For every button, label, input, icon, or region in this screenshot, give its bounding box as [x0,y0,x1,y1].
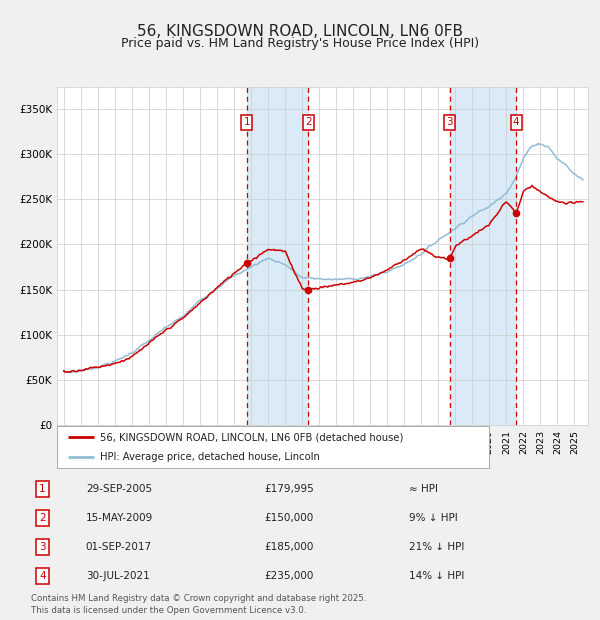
Text: 30-JUL-2021: 30-JUL-2021 [86,571,149,581]
Text: 15-MAY-2009: 15-MAY-2009 [86,513,153,523]
Text: £179,995: £179,995 [265,484,314,494]
Text: 1: 1 [39,484,46,494]
Text: 3: 3 [39,542,46,552]
Bar [247,87,308,425]
Text: 2: 2 [305,117,311,127]
Text: 4: 4 [513,117,520,127]
Text: 56, KINGSDOWN ROAD, LINCOLN, LN6 0FB (detached house): 56, KINGSDOWN ROAD, LINCOLN, LN6 0FB (de… [100,432,404,442]
Text: ≈ HPI: ≈ HPI [409,484,439,494]
Text: 9% ↓ HPI: 9% ↓ HPI [409,513,458,523]
Text: Contains HM Land Registry data © Crown copyright and database right 2025.
This d: Contains HM Land Registry data © Crown c… [31,593,367,615]
Text: Price paid vs. HM Land Registry's House Price Index (HPI): Price paid vs. HM Land Registry's House … [121,37,479,50]
Text: 14% ↓ HPI: 14% ↓ HPI [409,571,465,581]
Text: 3: 3 [446,117,453,127]
Text: £150,000: £150,000 [265,513,314,523]
Text: 21% ↓ HPI: 21% ↓ HPI [409,542,465,552]
Text: 56, KINGSDOWN ROAD, LINCOLN, LN6 0FB: 56, KINGSDOWN ROAD, LINCOLN, LN6 0FB [137,24,463,38]
Bar [449,87,516,425]
Text: 29-SEP-2005: 29-SEP-2005 [86,484,152,494]
Text: £235,000: £235,000 [265,571,314,581]
Text: 1: 1 [244,117,250,127]
Text: 01-SEP-2017: 01-SEP-2017 [86,542,152,552]
Text: HPI: Average price, detached house, Lincoln: HPI: Average price, detached house, Linc… [100,452,320,462]
Text: £185,000: £185,000 [265,542,314,552]
Text: 2: 2 [39,513,46,523]
Text: 4: 4 [39,571,46,581]
